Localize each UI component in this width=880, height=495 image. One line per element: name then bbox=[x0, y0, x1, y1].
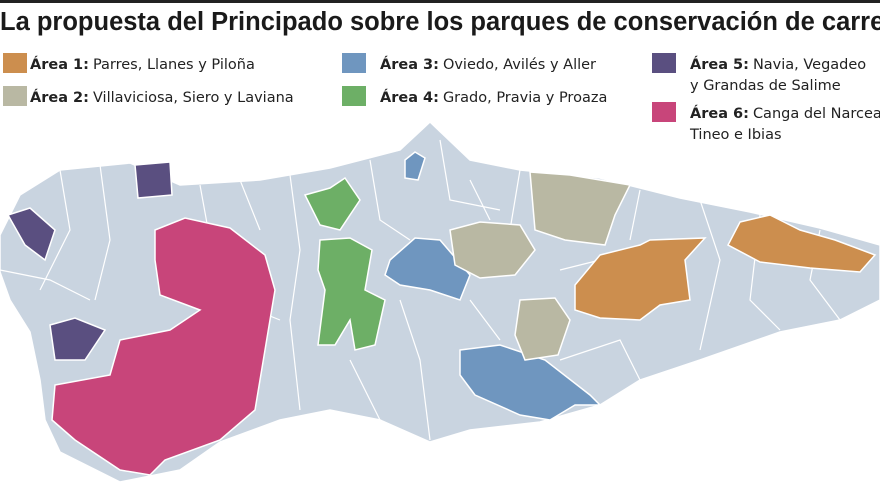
legend-swatch bbox=[652, 53, 676, 73]
legend-text: Parres, Llanes y Piloña bbox=[93, 57, 255, 73]
legend-entry: Área 3: Oviedo, Avilés y Aller bbox=[380, 56, 596, 73]
area-6-region bbox=[51, 217, 276, 476]
legend-label: Área 1: bbox=[30, 56, 89, 73]
legend-text: Navia, Vegadeo bbox=[753, 57, 866, 73]
legend-swatch bbox=[342, 53, 366, 73]
legend-swatch bbox=[3, 86, 27, 106]
legend-label: Área 6: bbox=[690, 105, 749, 122]
legend-text: Oviedo, Avilés y Aller bbox=[443, 57, 596, 73]
legend-label: Área 5: bbox=[690, 56, 749, 73]
legend-entry: Área 4: Grado, Pravia y Proaza bbox=[380, 89, 607, 106]
legend-label: Área 4: bbox=[380, 89, 439, 106]
legend-text: y Grandas de Salime bbox=[690, 78, 841, 94]
area-3-region bbox=[384, 237, 471, 301]
area-5-region bbox=[6, 207, 56, 262]
map bbox=[0, 120, 880, 483]
area-3-region bbox=[404, 151, 426, 181]
legend-entry: Área 2: Villaviciosa, Siero y Laviana bbox=[30, 89, 294, 106]
legend-text: Canga del Narcea, bbox=[753, 106, 880, 122]
area-1-region bbox=[574, 237, 707, 321]
legend-text: Tineo e Ibias bbox=[689, 127, 782, 143]
area-1-region bbox=[726, 214, 877, 273]
top-rule bbox=[0, 0, 880, 3]
area-5-region bbox=[134, 161, 173, 199]
legend-swatch bbox=[652, 102, 676, 122]
legend-text: Grado, Pravia y Proaza bbox=[443, 90, 607, 106]
legend-label: Área 2: bbox=[30, 89, 89, 106]
legend-swatch bbox=[342, 86, 366, 106]
legend-text: Villaviciosa, Siero y Laviana bbox=[93, 90, 294, 106]
area-4-region bbox=[303, 176, 361, 231]
title: La propuesta del Principado sobre los pa… bbox=[0, 8, 880, 36]
area-2-region bbox=[514, 297, 571, 361]
area-2-region bbox=[529, 171, 632, 246]
legend-swatch bbox=[3, 53, 27, 73]
legend-label: Área 3: bbox=[380, 56, 439, 73]
area-5-region bbox=[49, 317, 107, 361]
legend-entry: Área 1: Parres, Llanes y Piloña bbox=[30, 56, 255, 73]
legend-entry: Área 5: Navia, Vegadeo y Grandas de Salime bbox=[690, 56, 866, 94]
legend-entry: Área 6: Canga del Narcea, Tineo e Ibias bbox=[689, 105, 880, 143]
area-4-region bbox=[317, 237, 386, 351]
area-2-region bbox=[449, 221, 536, 279]
